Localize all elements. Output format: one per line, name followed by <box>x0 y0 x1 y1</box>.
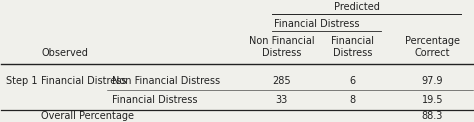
Text: 33: 33 <box>276 95 288 105</box>
Text: Observed: Observed <box>41 48 88 58</box>
Text: Step 1: Step 1 <box>6 76 37 86</box>
Text: Non Financial
Distress: Non Financial Distress <box>249 36 315 58</box>
Text: Non Financial Distress: Non Financial Distress <box>112 76 220 86</box>
Text: 19.5: 19.5 <box>422 95 443 105</box>
Text: Financial Distress: Financial Distress <box>41 76 127 86</box>
Text: 97.9: 97.9 <box>422 76 443 86</box>
Text: Predicted: Predicted <box>334 2 380 12</box>
Text: Overall Percentage: Overall Percentage <box>41 111 135 121</box>
Text: Financial Distress: Financial Distress <box>274 19 360 29</box>
Text: 285: 285 <box>273 76 291 86</box>
Text: 6: 6 <box>349 76 356 86</box>
Text: 8: 8 <box>349 95 356 105</box>
Text: 88.3: 88.3 <box>422 111 443 121</box>
Text: Percentage
Correct: Percentage Correct <box>405 36 460 58</box>
Text: Financial Distress: Financial Distress <box>112 95 198 105</box>
Text: Financial
Distress: Financial Distress <box>331 36 374 58</box>
